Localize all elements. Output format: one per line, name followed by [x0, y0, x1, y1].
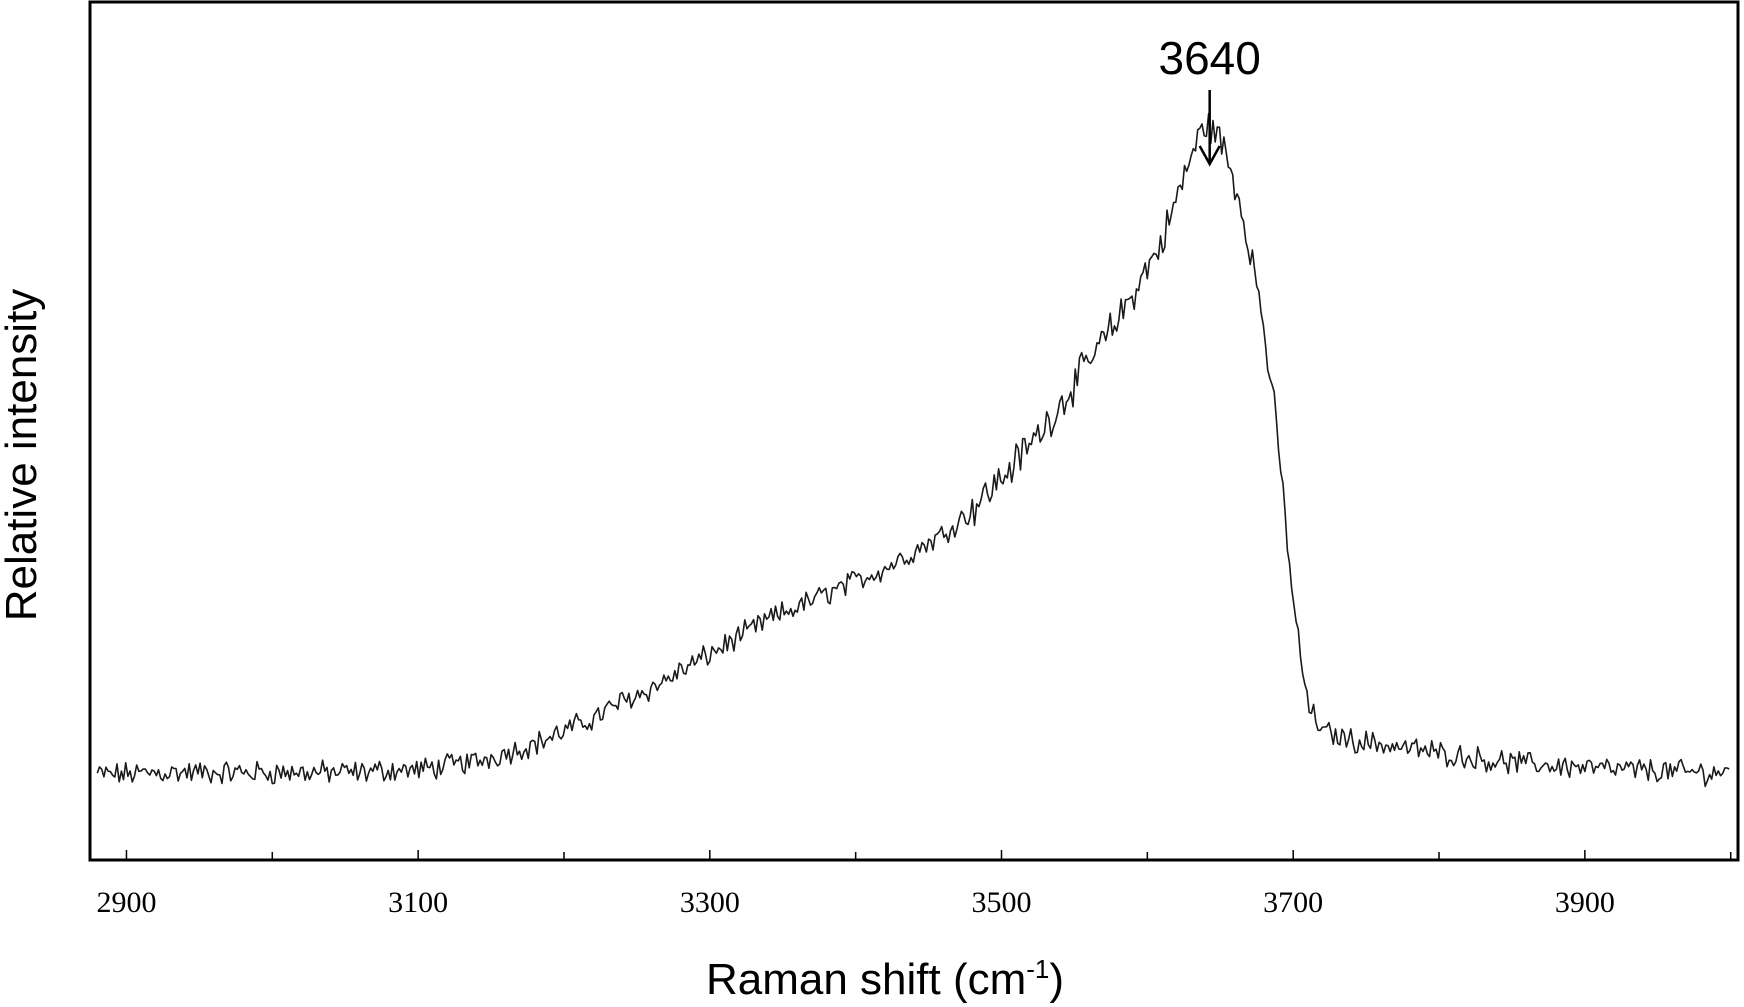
y-axis-title: Relative intensity	[0, 289, 46, 622]
peak-annotation-label: 3640	[1159, 32, 1261, 84]
x-tick-label: 2900	[96, 886, 156, 919]
x-tick-label: 3500	[972, 886, 1032, 919]
x-tick-labels: 2900 3100 3300 3500 3700 3900	[96, 886, 1614, 919]
plot-frame	[88, 0, 1740, 862]
x-tick-label: 3300	[680, 886, 740, 919]
peak-arrow	[1198, 90, 1221, 167]
x-tick-label: 3900	[1555, 886, 1615, 919]
spectrum-line	[96, 112, 1730, 788]
x-axis-title: Raman shift (cm-1)	[706, 954, 1064, 1004]
x-tick-label: 3700	[1263, 886, 1323, 919]
arrow-head	[1198, 145, 1221, 167]
x-tick-label: 3100	[388, 886, 448, 919]
